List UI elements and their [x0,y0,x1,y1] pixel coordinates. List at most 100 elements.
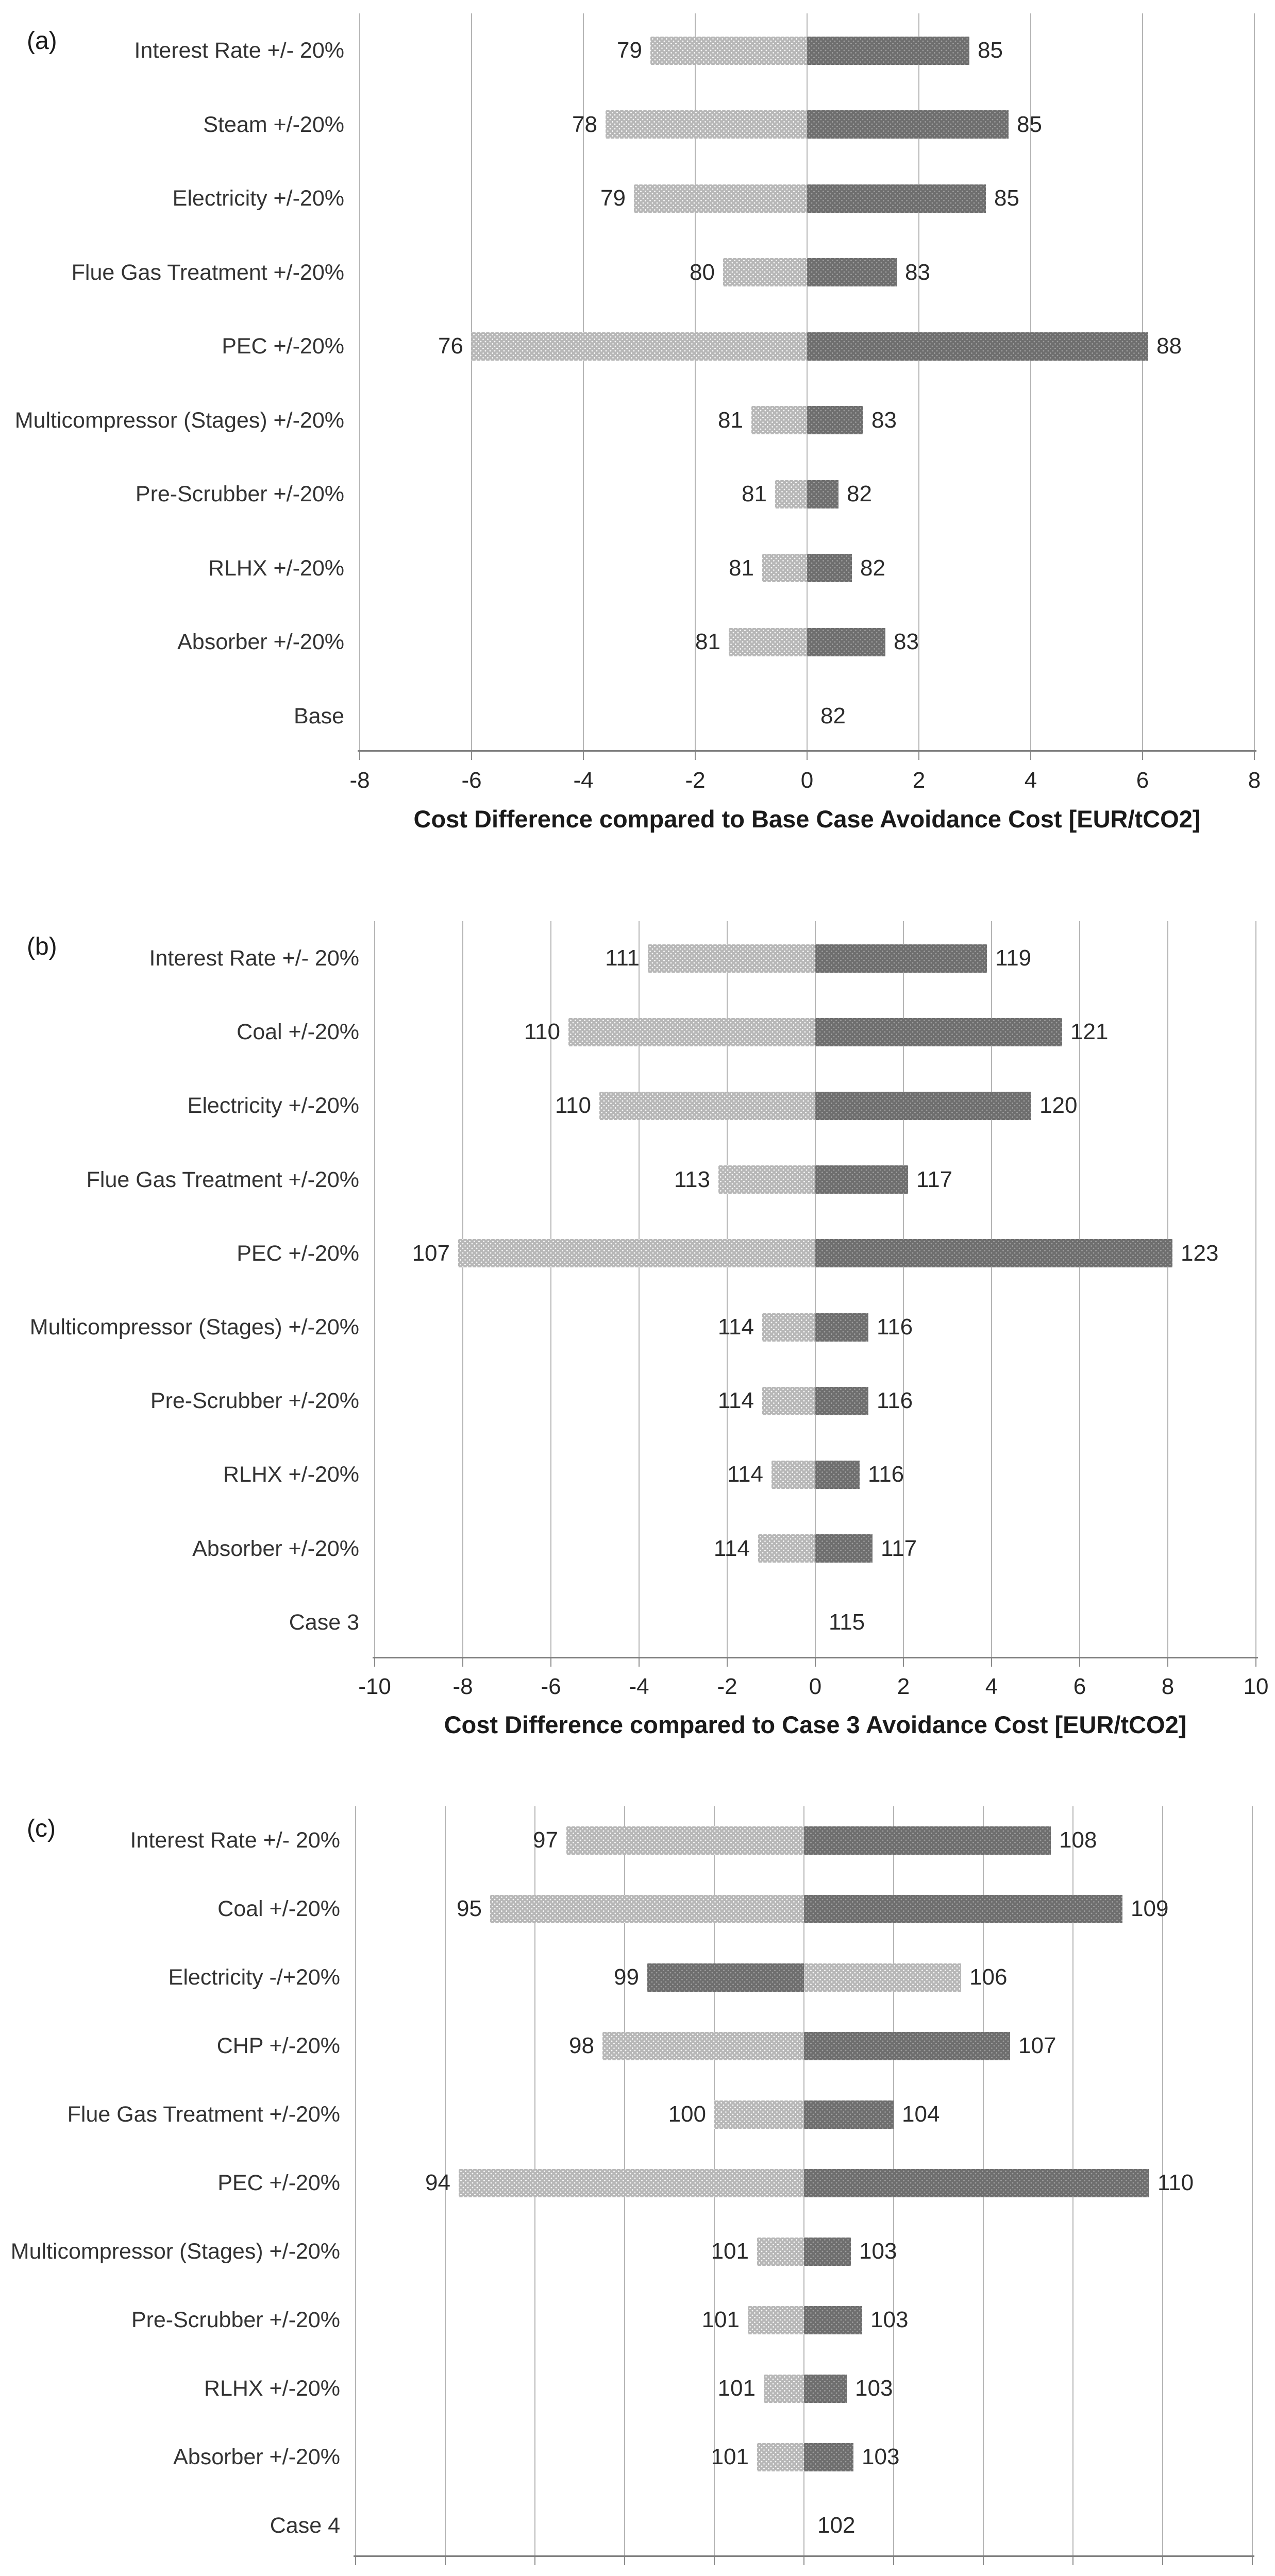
x-axis-tick [1142,752,1143,760]
bar-low-value: 114 [717,1388,754,1413]
category-label: Electricity -/+20% [168,1965,340,1990]
x-tick-label: -10 [358,1674,391,1699]
bar-high-segment [804,2032,1010,2060]
bar-low-value: 78 [572,112,597,137]
x-axis-tick [534,2557,535,2565]
bar-high-segment [804,1895,1122,1923]
bar-high-value: 120 [1039,1093,1078,1118]
bar-low-value: 76 [438,333,463,359]
bar-high-segment [804,2169,1149,2197]
x-axis-tick [445,2557,446,2565]
bar-high-value: 83 [894,629,919,654]
bar-low-segment [458,1239,815,1267]
category-label: Flue Gas Treatment +/-20% [71,260,344,285]
x-tick-label: -2 [685,768,706,793]
bar-high-segment [815,944,987,973]
bar-low-value: 81 [695,629,720,654]
bar-low-segment [566,1826,804,1855]
category-label: Interest Rate +/- 20% [134,38,344,63]
base-value-label: 102 [817,2513,855,2538]
gridline [918,13,919,750]
category-label: Pre-Scrubber +/-20% [131,2308,340,2332]
bar-high-segment [807,406,863,434]
x-tick-label: 8 [1248,768,1261,793]
bar-high-value: 103 [870,2307,909,2332]
bar-high-value: 117 [881,1536,917,1561]
bar-high-segment [815,1534,873,1563]
bar-high-value: 82 [847,481,872,506]
category-label: Coal +/-20% [217,1896,340,1921]
gridline [1142,13,1143,750]
category-label: RLHX +/-20% [204,2376,340,2401]
gridline [903,921,904,1657]
bar-low-value: 81 [729,555,754,581]
bar-low-value: 101 [711,2239,749,2264]
bar-low-value: 79 [600,185,626,211]
bar-low-value: 79 [617,38,642,63]
bar-high-segment [815,1239,1172,1267]
bar-low-value: 114 [727,1462,763,1487]
gridline [1030,13,1031,750]
category-label: PEC +/-20% [222,334,344,359]
bar-low-value: 99 [614,1964,639,1990]
category-label: Case 4 [270,2513,340,2538]
bar-low-value: 113 [674,1167,710,1192]
bar-low-value: 101 [717,2376,756,2401]
x-tick-label: 4 [1024,768,1037,793]
bar-high-value: 85 [978,38,1003,63]
bar-low-segment [714,2100,804,2129]
gridline [991,921,992,1657]
bar-low-segment [762,554,807,582]
category-label: PEC +/-20% [217,2171,340,2195]
x-tick-label: -6 [499,2572,571,2576]
x-tick-label: 2 [858,2572,930,2576]
bar-low-value: 81 [742,481,767,506]
category-label: Flue Gas Treatment +/-20% [67,2102,340,2127]
bar-high-segment [815,1387,868,1415]
bar-high-value: 116 [877,1388,913,1413]
x-axis-tick [983,2557,984,2565]
bar-high-segment [804,2306,862,2334]
bar-low-segment [762,1387,815,1415]
bar-low-value: 101 [711,2444,749,2469]
bar-high-value: 109 [1131,1896,1169,1921]
category-label: Electricity +/-20% [172,186,344,211]
bar-high-value: 103 [855,2376,893,2401]
gridline [639,921,640,1657]
x-tick-label: -8 [409,2572,481,2576]
bar-high-value: 83 [905,260,930,285]
bar-high-value: 117 [916,1167,953,1192]
x-tick-label: -10 [320,2572,392,2576]
category-label: Base [293,704,344,728]
bar-low-segment [647,1963,804,1992]
x-axis-tick [893,2557,894,2565]
bar-low-segment [757,2238,804,2266]
bar-low-segment [602,2032,804,2060]
x-axis-tick [1079,1658,1080,1667]
gridline [815,921,816,1657]
bar-high-segment [807,110,1009,139]
bar-high-segment [804,2100,894,2129]
bar-low-segment [748,2306,804,2334]
category-label: Absorber +/-20% [173,2445,340,2469]
bar-high-value: 83 [871,408,897,433]
x-tick-label: 0 [800,768,814,793]
bar-high-segment [807,184,986,213]
gridline [359,13,360,750]
bar-high-value: 88 [1156,333,1182,359]
gridline [807,13,808,750]
bar-low-value: 101 [701,2307,740,2332]
category-label: Coal +/-20% [237,1020,359,1044]
bar-high-segment [815,1461,860,1489]
category-label: Case 3 [289,1610,359,1635]
bar-high-segment [804,1826,1051,1855]
bar-high-segment [804,1963,961,1992]
x-axis-tick [815,1658,816,1667]
category-label: Absorber +/-20% [177,630,344,654]
gridline [1079,921,1080,1657]
x-axis-tick [583,752,584,760]
category-label: Absorber +/-20% [192,1536,359,1561]
bar-low-value: 110 [524,1019,560,1044]
bar-low-value: 97 [533,1827,558,1853]
